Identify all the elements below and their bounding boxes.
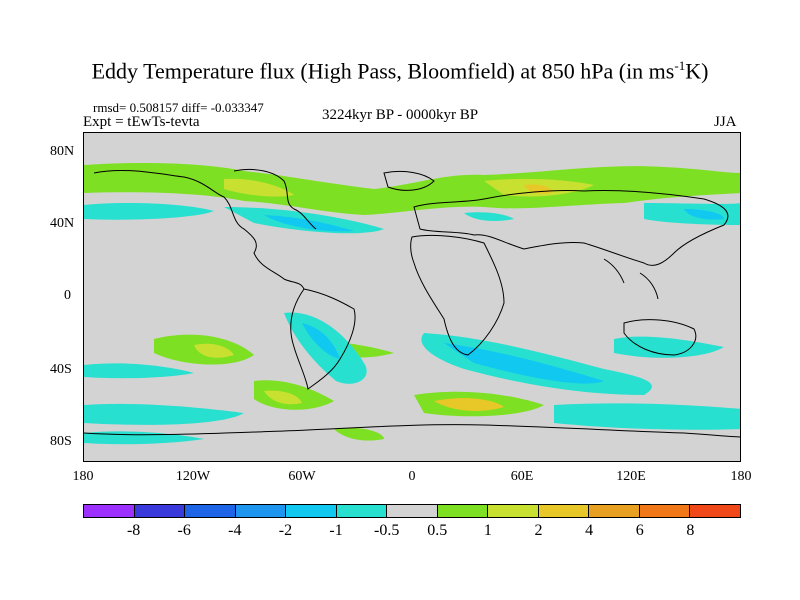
colorbar bbox=[83, 504, 741, 518]
colorbar-segment bbox=[488, 505, 539, 517]
world-map bbox=[83, 132, 741, 462]
lon-label-120w: 120W bbox=[175, 469, 211, 484]
colorbar-segment bbox=[589, 505, 640, 517]
stats-label: rmsd= 0.508157 diff= -0.033347 bbox=[93, 100, 264, 115]
lat-label-0: 0 bbox=[64, 288, 71, 303]
flux-field bbox=[84, 163, 740, 445]
colorbar-segment bbox=[185, 505, 236, 517]
colorbar-label: 4 bbox=[585, 522, 594, 539]
lat-label-80s: 80S bbox=[50, 434, 72, 449]
lon-label-60e: 60E bbox=[510, 469, 534, 484]
colorbar-label: -0.5 bbox=[374, 522, 400, 539]
period-label: 3224kyr BP - 0000kyr BP bbox=[322, 107, 479, 123]
lon-label-0: 0 bbox=[408, 469, 416, 484]
coastlines bbox=[84, 168, 740, 438]
map-title: Eddy Temperature flux (High Pass, Bloomf… bbox=[91, 58, 709, 84]
colorbar-segment bbox=[690, 505, 740, 517]
lon-label-180w: 180 bbox=[72, 469, 94, 484]
experiment-label: Expt = tEwTs-tevta bbox=[83, 114, 200, 130]
lat-label-40s: 40S bbox=[50, 362, 72, 377]
colorbar-label: 6 bbox=[635, 522, 644, 539]
colorbar-label: -2 bbox=[278, 522, 293, 539]
lon-label-120e: 120E bbox=[616, 469, 646, 484]
colorbar-segment bbox=[286, 505, 337, 517]
colorbar-segment bbox=[387, 505, 438, 517]
colorbar-segment bbox=[235, 505, 287, 517]
colorbar-label: -1 bbox=[329, 522, 343, 539]
season-label: JJA bbox=[714, 114, 737, 130]
colorbar-label: -4 bbox=[228, 522, 242, 539]
colorbar-label: -8 bbox=[126, 522, 141, 539]
colorbar-segment bbox=[437, 505, 489, 517]
colorbar-segment bbox=[336, 505, 388, 517]
colorbar-segment bbox=[639, 505, 691, 517]
lat-label-80n: 80N bbox=[50, 144, 75, 159]
colorbar-label: 8 bbox=[686, 522, 695, 539]
colorbar-label: 0.5 bbox=[427, 522, 448, 539]
colorbar-segment bbox=[134, 505, 186, 517]
colorbar-segment bbox=[84, 505, 135, 517]
colorbar-label: 1 bbox=[483, 522, 492, 539]
lon-label-60w: 60W bbox=[288, 469, 316, 484]
lon-label-180e: 180 bbox=[730, 469, 752, 484]
colorbar-segment bbox=[538, 505, 590, 517]
colorbar-label: -6 bbox=[177, 522, 191, 539]
colorbar-label: 2 bbox=[534, 522, 543, 539]
lat-label-40n: 40N bbox=[50, 216, 75, 231]
